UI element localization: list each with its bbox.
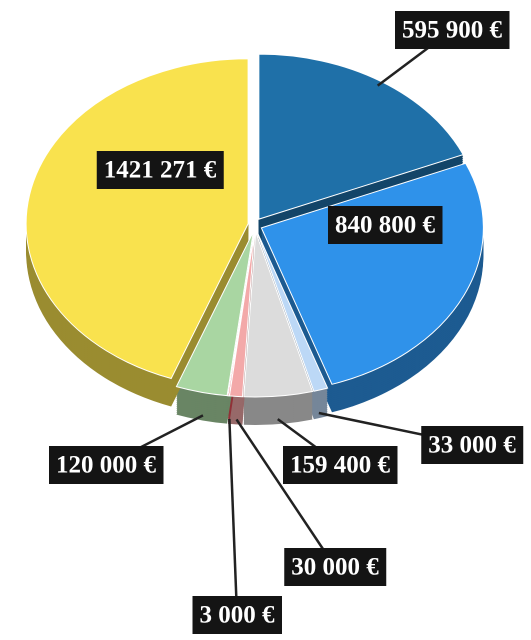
data-label: 30 000 € <box>284 548 387 586</box>
label-box <box>283 446 398 484</box>
label-box <box>421 426 524 464</box>
data-label-text: 1421 271 € <box>104 157 217 184</box>
data-label-text: 30 000 € <box>291 554 379 581</box>
data-label-text: 840 800 € <box>335 212 436 239</box>
data-label: 840 800 € <box>328 206 443 244</box>
leader-line <box>228 418 239 616</box>
data-label: 120 000 € <box>49 446 164 484</box>
slice <box>243 231 314 398</box>
data-label-text: 159 400 € <box>290 452 391 479</box>
label-box <box>49 446 164 484</box>
data-label: 3 000 € <box>192 596 282 634</box>
label-box <box>395 11 510 49</box>
data-label: 159 400 € <box>283 446 398 484</box>
leader-line <box>235 418 337 568</box>
data-label: 33 000 € <box>421 426 524 464</box>
data-label-text: 3 000 € <box>200 602 276 629</box>
data-label-text: 33 000 € <box>428 432 516 459</box>
slice <box>256 231 329 392</box>
slice <box>175 231 254 397</box>
label-box <box>192 596 282 634</box>
label-box <box>284 548 387 586</box>
label-box <box>328 206 443 244</box>
data-label: 1421 271 € <box>96 151 224 189</box>
slice <box>25 58 249 380</box>
data-label-text: 120 000 € <box>56 452 157 479</box>
label-box <box>96 151 224 189</box>
slice <box>227 231 255 397</box>
data-label: 595 900 € <box>395 11 510 49</box>
data-label-text: 595 900 € <box>402 17 503 44</box>
